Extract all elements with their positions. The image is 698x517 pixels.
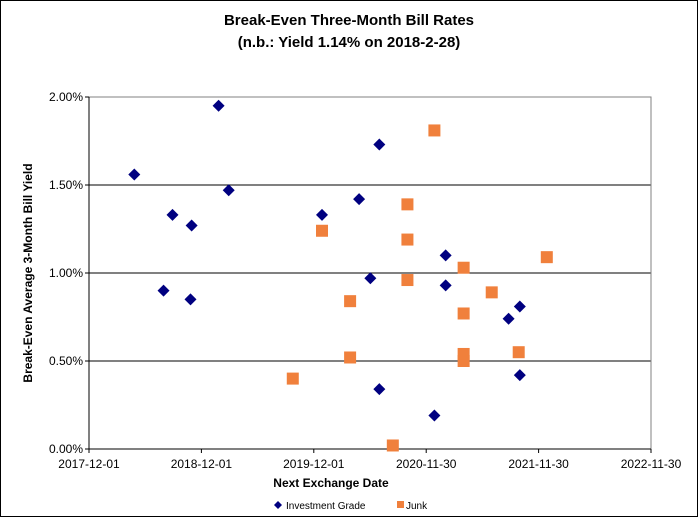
chart-title: Break-Even Three-Month Bill Rates [223, 12, 475, 29]
x-tick-label: 2017-12-01 [58, 457, 120, 471]
legend-diamond-icon [274, 501, 282, 509]
investment-grade-point [439, 279, 452, 292]
junk-point [457, 307, 470, 320]
investment-grade-point [212, 99, 225, 112]
investment-grade-point [157, 284, 170, 297]
y-tick-label: 1.50% [49, 178, 83, 192]
x-axis-label: Next Exchange Date [273, 476, 389, 490]
investment-grade-point [128, 168, 141, 181]
junk-point [512, 346, 525, 359]
junk-point [401, 274, 414, 287]
junk-point [485, 286, 498, 299]
junk-point [386, 439, 399, 452]
investment-grade-point [439, 249, 452, 262]
investment-grade-point [353, 193, 366, 206]
x-tick-label: 2019-12-01 [283, 457, 345, 471]
investment-grade-point [185, 219, 198, 232]
junk-point [428, 124, 441, 137]
investment-grade-point [373, 383, 386, 396]
investment-grade-point [502, 312, 515, 325]
junk-point [401, 198, 414, 211]
y-axis-label: Break-Even Average 3-Month Bill Yield [21, 163, 35, 382]
legend-investment-grade: Investment Grade [286, 501, 366, 512]
x-tick-label: 2022-11-30 [621, 457, 682, 471]
legend: Investment Grade Junk [274, 501, 428, 512]
investment-grade-point [166, 208, 179, 221]
x-tick-label: 2018-12-01 [171, 457, 233, 471]
investment-grade-point [364, 272, 377, 285]
y-tick-label: 1.00% [49, 266, 83, 280]
investment-grade-point [184, 293, 197, 306]
junk-point [344, 295, 357, 308]
x-tick-label: 2021-11-30 [508, 457, 569, 471]
x-tick-label: 2020-11-30 [396, 457, 457, 471]
junk-point [316, 224, 329, 237]
junk-point [457, 261, 470, 274]
y-tick-label: 0.00% [49, 442, 83, 456]
investment-grade-point [428, 409, 441, 422]
legend-square-icon [397, 501, 404, 508]
junk-point [401, 233, 414, 246]
investment-grade-point [513, 369, 526, 382]
investment-grade-point [316, 208, 329, 221]
junk-point [540, 251, 553, 264]
investment-grade-point [513, 300, 526, 313]
junk-point [457, 355, 470, 367]
junk-point [344, 351, 357, 364]
chart-subtitle: (n.b.: Yield 1.14% on 2018-2-28) [237, 34, 461, 51]
y-tick-label: 2.00% [49, 90, 83, 104]
junk-point [286, 372, 299, 385]
y-tick-label: 0.50% [49, 354, 83, 368]
investment-grade-point [373, 138, 386, 151]
investment-grade-point [222, 184, 235, 197]
legend-junk: Junk [406, 501, 428, 512]
